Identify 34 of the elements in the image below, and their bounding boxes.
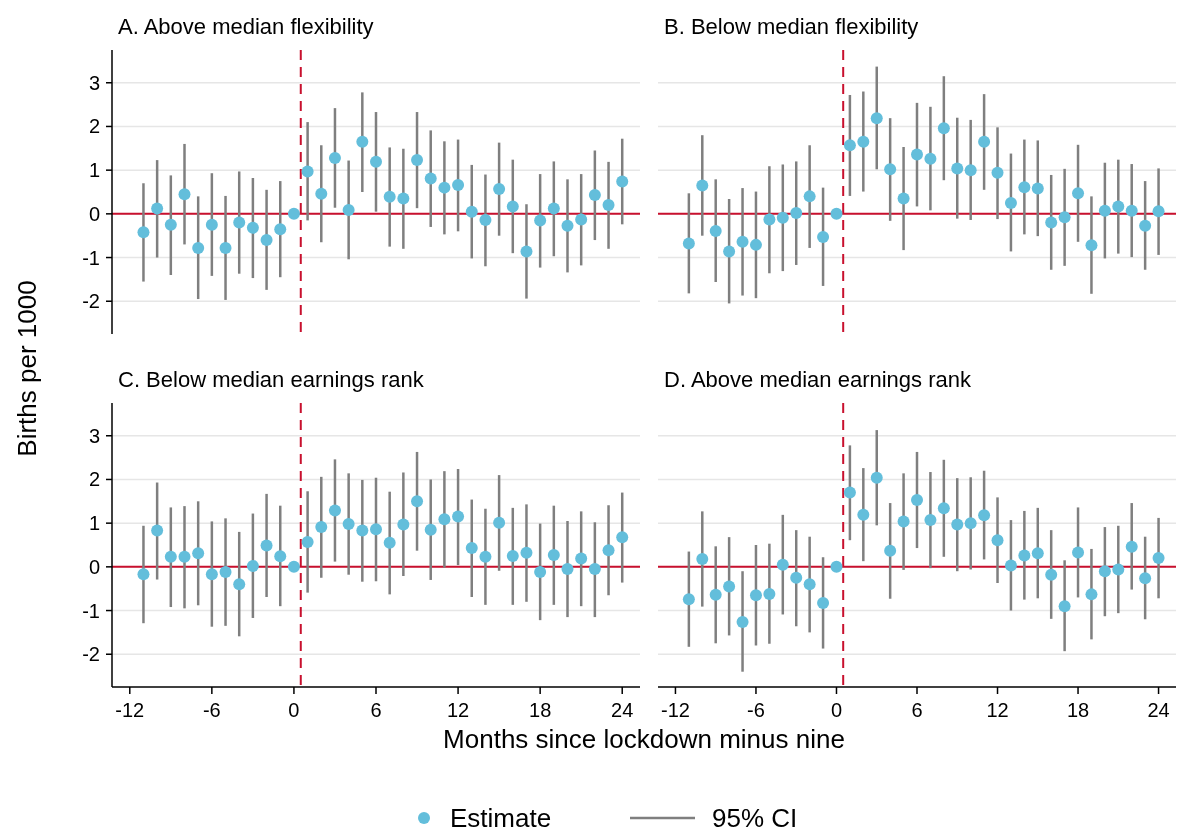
x-tick-label: 0	[830, 699, 843, 721]
x-tick-label: 18	[529, 699, 552, 721]
y-tick-label: 2	[88, 468, 100, 491]
x-tick-label: 12	[986, 699, 1009, 721]
text: 95% CI	[712, 803, 798, 834]
x-tick-label: -6	[747, 699, 765, 721]
y-tick-label: 1	[88, 159, 100, 182]
y-tick-label: 0	[88, 202, 100, 225]
y-tick-label: -2	[82, 643, 100, 666]
x-tick-label: -12	[660, 699, 690, 721]
x-tick-label: 24	[611, 699, 634, 721]
y-tick-label: 0	[88, 555, 100, 578]
chart-title: B. Below median flexibility	[664, 14, 919, 39]
x-axis-title: Months since lockdown minus nine	[443, 724, 845, 754]
chart-title: C. Below median earnings rank	[118, 367, 425, 392]
x-tick-label: 6	[370, 699, 382, 721]
x-tick-label: 12	[446, 699, 470, 721]
y-tick-label: -1	[82, 246, 100, 269]
chart-title: A. Above median flexibility	[118, 14, 374, 39]
x-tick-label: 0	[288, 699, 300, 721]
x-tick-label: 6	[911, 699, 923, 721]
legend-label: Estimate	[450, 803, 552, 834]
y-tick-label: 2	[88, 115, 100, 138]
y-tick-label: -1	[82, 599, 100, 622]
x-tick-label: 24	[1147, 699, 1170, 721]
chart-title: D. Above median earnings rank	[664, 367, 972, 392]
x-tick-label: -12	[115, 699, 145, 721]
y-tick-label: 1	[88, 512, 100, 535]
y-axis-title: Births per 1000	[12, 280, 42, 457]
y-tick-label: -2	[82, 290, 100, 313]
y-tick-label: 3	[88, 424, 100, 447]
x-tick-label: -6	[202, 699, 221, 721]
y-tick-label: 3	[88, 71, 100, 94]
x-tick-label: 18	[1066, 699, 1090, 721]
